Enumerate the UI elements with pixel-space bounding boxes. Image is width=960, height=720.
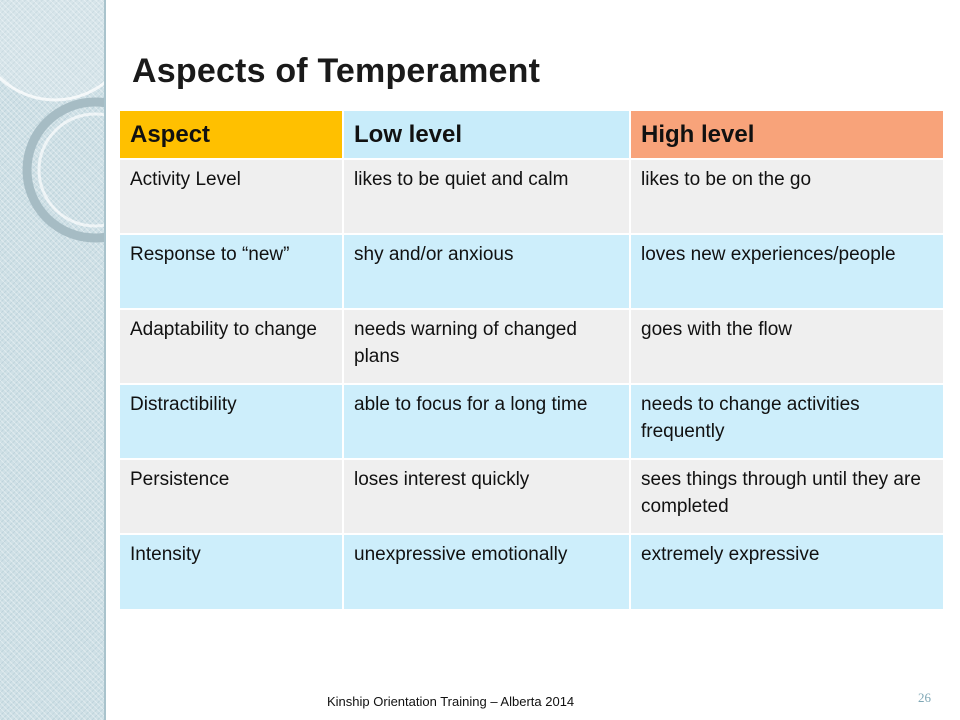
high-level-cell: likes to be on the go [630,158,943,234]
table-row: Adaptability to change needs warning of … [120,308,943,384]
low-level-cell: needs warning of changed plans [343,308,631,384]
table-row: Activity Level likes to be quiet and cal… [120,158,943,234]
page-title: Aspects of Temperament [132,52,541,90]
aspect-cell: Adaptability to change [120,308,344,384]
temperament-table: Aspect Low level High level Activity Lev… [120,111,943,609]
ring-decoration-icon [0,0,104,243]
header-high-level: High level [630,111,943,159]
header-low-level: Low level [343,111,631,159]
table-row: Distractibility able to focus for a long… [120,383,943,459]
header-aspect: Aspect [120,111,344,159]
high-level-cell: extremely expressive [630,533,943,609]
high-level-cell: sees things through until they are compl… [630,458,943,534]
low-level-cell: loses interest quickly [343,458,631,534]
high-level-cell: goes with the flow [630,308,943,384]
table-header-row: Aspect Low level High level [120,111,943,159]
high-level-cell: loves new experiences/people [630,233,943,309]
page-number: 26 [918,690,931,705]
aspect-cell: Activity Level [120,158,344,234]
low-level-cell: unexpressive emotionally [343,533,631,609]
table-row: Intensity unexpressive emotionally extre… [120,533,943,609]
low-level-cell: likes to be quiet and calm [343,158,631,234]
aspect-cell: Persistence [120,458,344,534]
aspect-cell: Distractibility [120,383,344,459]
low-level-cell: shy and/or anxious [343,233,631,309]
high-level-cell: needs to change activities frequently [630,383,943,459]
table-row: Response to “new” shy and/or anxious lov… [120,233,943,309]
table-row: Persistence loses interest quickly sees … [120,458,943,534]
decorative-sidebar [0,0,106,720]
low-level-cell: able to focus for a long time [343,383,631,459]
aspect-cell: Intensity [120,533,344,609]
footer-text: Kinship Orientation Training – Alberta 2… [327,694,575,709]
aspect-cell: Response to “new” [120,233,344,309]
